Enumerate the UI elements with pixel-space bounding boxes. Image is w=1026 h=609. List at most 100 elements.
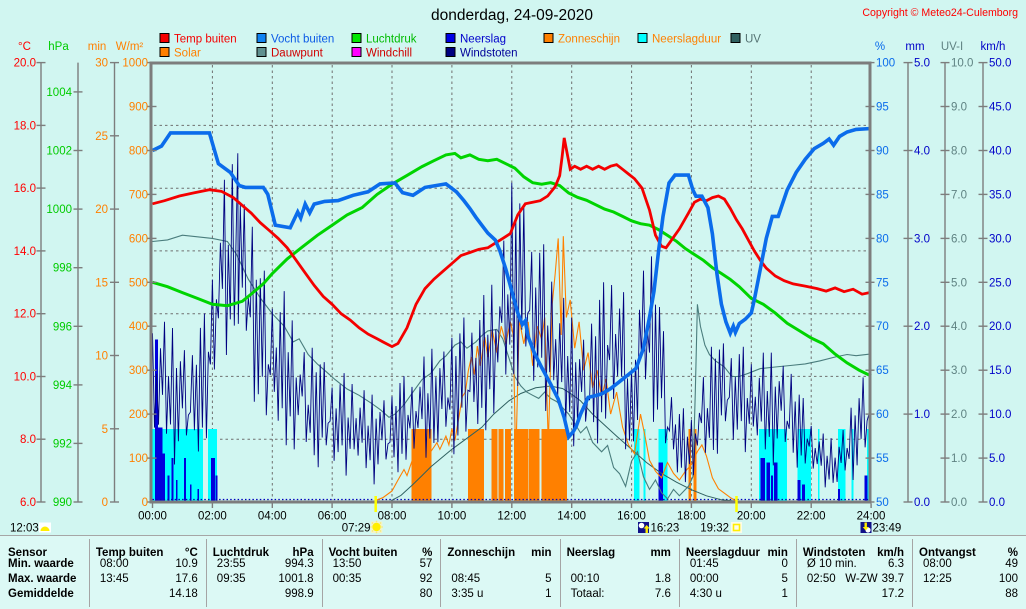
svg-text:4.0: 4.0: [951, 321, 967, 333]
svg-text:45.0: 45.0: [989, 102, 1011, 114]
svg-text:700: 700: [129, 189, 148, 201]
svg-text:9.0: 9.0: [951, 102, 967, 114]
svg-text:55: 55: [876, 453, 889, 465]
svg-text:900: 900: [129, 102, 148, 114]
svg-text:16.0: 16.0: [14, 183, 36, 195]
svg-text:Solar: Solar: [174, 48, 201, 60]
svg-text:200: 200: [129, 409, 148, 421]
svg-text:20:00: 20:00: [737, 511, 766, 523]
svg-text:800: 800: [129, 145, 148, 157]
svg-text:3.0: 3.0: [951, 365, 967, 377]
svg-text:8.0: 8.0: [20, 434, 36, 446]
svg-text:25: 25: [95, 131, 108, 143]
svg-text:990: 990: [53, 497, 72, 509]
svg-text:12:00: 12:00: [497, 511, 526, 523]
svg-text:Luchtdruk: Luchtdruk: [366, 34, 417, 46]
svg-text:km/h: km/h: [981, 41, 1006, 53]
svg-text:Windchill: Windchill: [366, 48, 412, 60]
svg-text:50.0: 50.0: [989, 58, 1011, 70]
svg-text:15: 15: [95, 277, 108, 289]
svg-text:1.0: 1.0: [914, 409, 930, 421]
svg-text:Windstoten: Windstoten: [460, 48, 518, 60]
svg-text:1002: 1002: [46, 145, 72, 157]
svg-text:4.0: 4.0: [914, 145, 930, 157]
svg-text:998: 998: [53, 263, 72, 275]
svg-text:UV: UV: [745, 34, 761, 46]
svg-text:0: 0: [142, 497, 148, 509]
svg-text:22:00: 22:00: [797, 511, 826, 523]
svg-text:Temp buiten: Temp buiten: [174, 34, 237, 46]
svg-text:5.0: 5.0: [914, 58, 930, 70]
svg-text:30: 30: [95, 58, 108, 70]
svg-text:mm: mm: [905, 41, 924, 53]
svg-text:20.0: 20.0: [14, 58, 36, 70]
svg-text:19:32: 19:32: [700, 523, 729, 535]
svg-text:0.0: 0.0: [914, 497, 930, 509]
svg-text:donderdag, 24-09-2020: donderdag, 24-09-2020: [431, 7, 593, 24]
svg-text:12:03: 12:03: [10, 523, 39, 535]
svg-text:02:00: 02:00: [198, 511, 227, 523]
svg-text:°C: °C: [18, 41, 31, 53]
svg-text:40.0: 40.0: [989, 145, 1011, 157]
svg-text:50: 50: [876, 497, 889, 509]
svg-text:6.0: 6.0: [20, 497, 36, 509]
svg-text:Neerslag: Neerslag: [460, 34, 506, 46]
svg-text:00:00: 00:00: [138, 511, 167, 523]
svg-text:300: 300: [129, 365, 148, 377]
svg-text:996: 996: [53, 321, 72, 333]
svg-text:%: %: [875, 41, 885, 53]
svg-text:10: 10: [95, 351, 108, 363]
svg-text:07:29: 07:29: [342, 523, 371, 535]
svg-text:8.0: 8.0: [951, 145, 967, 157]
svg-text:15.0: 15.0: [989, 365, 1011, 377]
svg-text:14.0: 14.0: [14, 246, 36, 258]
svg-text:hPa: hPa: [48, 41, 69, 53]
svg-text:06:00: 06:00: [318, 511, 347, 523]
svg-text:100: 100: [876, 58, 895, 70]
svg-text:994: 994: [53, 380, 73, 392]
svg-text:18:00: 18:00: [677, 511, 706, 523]
svg-text:18.0: 18.0: [14, 120, 36, 132]
svg-text:0.0: 0.0: [989, 497, 1005, 509]
svg-text:35.0: 35.0: [989, 189, 1011, 201]
svg-text:08:00: 08:00: [378, 511, 407, 523]
svg-text:12.0: 12.0: [14, 309, 36, 321]
svg-text:UV-I: UV-I: [941, 41, 963, 53]
svg-text:95: 95: [876, 102, 889, 114]
svg-text:5: 5: [102, 424, 108, 436]
svg-text:16:23: 16:23: [651, 523, 680, 535]
svg-text:Vocht buiten: Vocht buiten: [271, 34, 334, 46]
svg-text:70: 70: [876, 321, 889, 333]
svg-text:16:00: 16:00: [617, 511, 646, 523]
svg-text:10.0: 10.0: [951, 58, 973, 70]
svg-text:1000: 1000: [46, 204, 72, 216]
svg-text:Zonneschijn: Zonneschijn: [558, 34, 620, 46]
svg-text:65: 65: [876, 365, 889, 377]
svg-text:90: 90: [876, 145, 889, 157]
svg-text:min: min: [88, 41, 107, 53]
svg-text:10.0: 10.0: [989, 409, 1011, 421]
svg-text:10:00: 10:00: [438, 511, 467, 523]
svg-text:992: 992: [53, 438, 72, 450]
svg-text:85: 85: [876, 189, 889, 201]
svg-text:Neerslagduur: Neerslagduur: [652, 34, 721, 46]
svg-text:3.0: 3.0: [914, 233, 930, 245]
svg-text:400: 400: [129, 321, 148, 333]
svg-text:5.0: 5.0: [951, 277, 967, 289]
svg-text:75: 75: [876, 277, 889, 289]
svg-text:7.0: 7.0: [951, 189, 967, 201]
svg-text:23:49: 23:49: [873, 523, 902, 535]
svg-text:60: 60: [876, 409, 889, 421]
svg-text:14:00: 14:00: [557, 511, 586, 523]
svg-text:25.0: 25.0: [989, 277, 1011, 289]
svg-text:2.0: 2.0: [914, 321, 930, 333]
svg-text:80: 80: [876, 233, 889, 245]
svg-text:0.0: 0.0: [951, 497, 967, 509]
svg-text:0: 0: [102, 497, 108, 509]
svg-text:600: 600: [129, 233, 148, 245]
svg-text:W/m²: W/m²: [116, 41, 144, 53]
svg-text:24:00: 24:00: [857, 511, 886, 523]
svg-text:2.0: 2.0: [951, 409, 967, 421]
svg-text:Dauwpunt: Dauwpunt: [271, 48, 324, 60]
svg-text:Copyright © Meteo24-Culemborg: Copyright © Meteo24-Culemborg: [862, 7, 1018, 19]
